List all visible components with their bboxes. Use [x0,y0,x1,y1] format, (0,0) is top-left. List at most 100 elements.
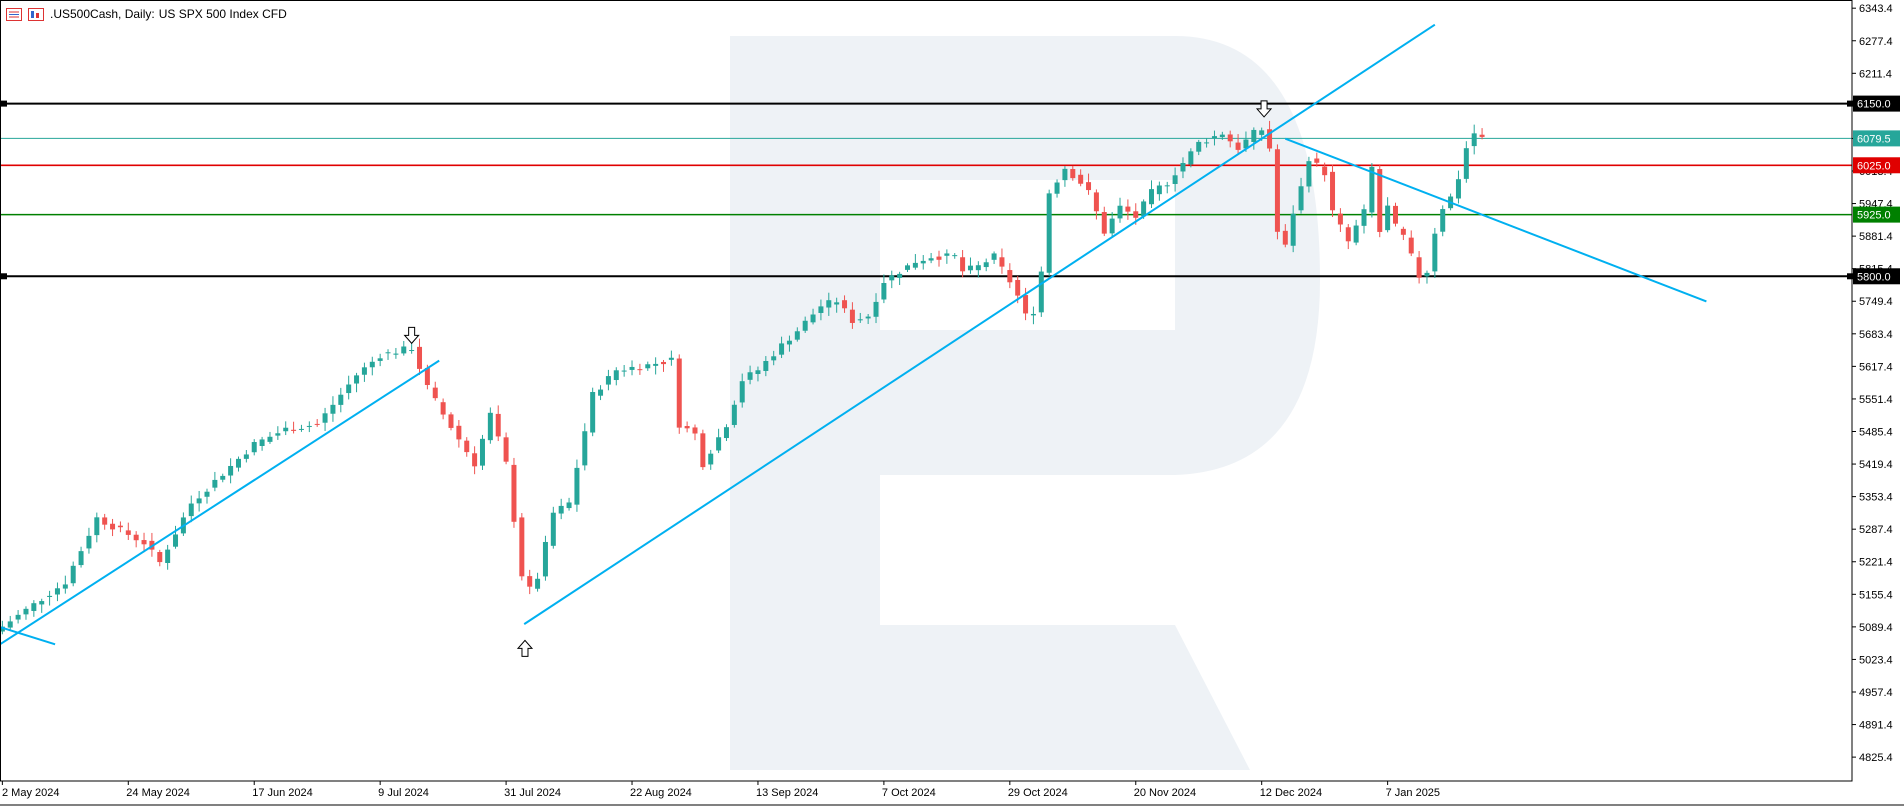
candle-body[interactable] [889,275,895,281]
candle-body[interactable] [849,309,855,323]
candle-body[interactable] [574,467,580,505]
candle-body[interactable] [298,428,304,430]
candle-body[interactable] [464,440,470,453]
candle-body[interactable] [747,372,753,380]
candle-body[interactable] [590,392,596,433]
candle-body[interactable] [94,517,100,536]
candle-body[interactable] [1432,233,1438,272]
candle-body[interactable] [1046,193,1052,273]
trendline[interactable] [0,626,56,646]
candle-body[interactable] [999,257,1005,267]
candle-body[interactable] [1078,174,1084,184]
candle-body[interactable] [1007,270,1013,283]
candle-body[interactable] [645,364,651,369]
candle-body[interactable] [322,413,328,423]
candle-body[interactable] [479,438,485,466]
candle-body[interactable] [550,512,556,546]
candle-body[interactable] [1416,257,1422,278]
candle-body[interactable] [78,551,84,566]
candle-body[interactable] [1353,225,1359,243]
candle-body[interactable] [794,331,800,340]
candle-body[interactable] [417,346,423,369]
candle-body[interactable] [47,595,53,597]
candle-body[interactable] [905,265,911,270]
candle-body[interactable] [165,549,171,564]
candle-body[interactable] [1023,295,1029,314]
candle-body[interactable] [188,503,194,517]
candle-body[interactable] [668,357,674,360]
candle-body[interactable] [1062,168,1068,181]
candle-body[interactable] [212,479,218,488]
candle-body[interactable] [566,502,572,509]
candle-body[interactable] [598,389,604,396]
candle-body[interactable] [723,427,729,439]
candle-body[interactable] [1314,158,1320,163]
candle-body[interactable] [432,387,438,399]
candle-body[interactable] [314,423,320,425]
candle-body[interactable] [834,302,840,305]
candle-body[interactable] [912,262,918,268]
candle-body[interactable] [613,370,619,381]
candle-body[interactable] [1133,211,1139,218]
candle-body[interactable] [1243,139,1249,149]
candle-body[interactable] [1290,213,1296,246]
candle-body[interactable] [354,375,360,384]
candle-body[interactable] [1330,171,1336,211]
candle-body[interactable] [881,283,887,300]
candle-body[interactable] [842,300,848,309]
candle-body[interactable] [1188,151,1194,165]
candle-body[interactable] [1141,201,1147,217]
candle-body[interactable] [653,363,659,366]
candle-body[interactable] [110,523,116,530]
candle-body[interactable] [1361,209,1367,226]
arrow-up-icon[interactable] [516,639,534,657]
candle-body[interactable] [235,458,241,468]
candle-body[interactable] [102,517,108,525]
candle-body[interactable] [692,427,698,434]
candle-body[interactable] [779,343,785,355]
candle-body[interactable] [1267,129,1273,149]
candle-body[interactable] [1180,163,1186,172]
candle-body[interactable] [1282,230,1288,245]
candle-body[interactable] [1148,189,1154,205]
candle-body[interactable] [117,525,123,528]
candle-body[interactable] [1463,148,1469,179]
candle-body[interactable] [448,414,454,428]
candle-body[interactable] [1306,161,1312,187]
candle-body[interactable] [928,258,934,261]
candle-body[interactable] [983,262,989,268]
candle-body[interactable] [1251,129,1257,143]
candle-body[interactable] [133,534,139,541]
candle-body[interactable] [684,426,690,429]
candle-body[interactable] [330,404,336,414]
trendline[interactable] [523,23,1436,625]
candle-body[interactable] [1377,169,1383,232]
candle-body[interactable] [283,427,289,432]
candle-body[interactable] [771,356,777,361]
level-handle-right[interactable] [1847,273,1853,280]
candle-body[interactable] [306,425,312,427]
candle-body[interactable] [975,265,981,271]
candle-body[interactable] [1030,313,1036,316]
candle-body[interactable] [944,253,950,256]
candle-body[interactable] [1274,149,1280,232]
candle-body[interactable] [731,404,737,425]
candle-body[interactable] [495,413,501,437]
candle-body[interactable] [1471,133,1477,147]
candle-body[interactable] [1440,209,1446,232]
candle-body[interactable] [369,361,375,368]
candle-body[interactable] [637,369,643,371]
candle-body[interactable] [857,319,863,321]
price-badge[interactable] [1853,206,1900,223]
candle-body[interactable] [629,366,635,370]
candle-body[interactable] [661,361,667,365]
candle-body[interactable] [472,453,478,467]
candle-body[interactable] [1298,186,1304,211]
price-badge[interactable] [1853,95,1900,112]
candle-body[interactable] [39,601,45,605]
candle-body[interactable] [456,425,462,440]
candle-body[interactable] [1392,205,1398,224]
candle-body[interactable] [23,608,29,615]
candle-body[interactable] [204,491,210,497]
